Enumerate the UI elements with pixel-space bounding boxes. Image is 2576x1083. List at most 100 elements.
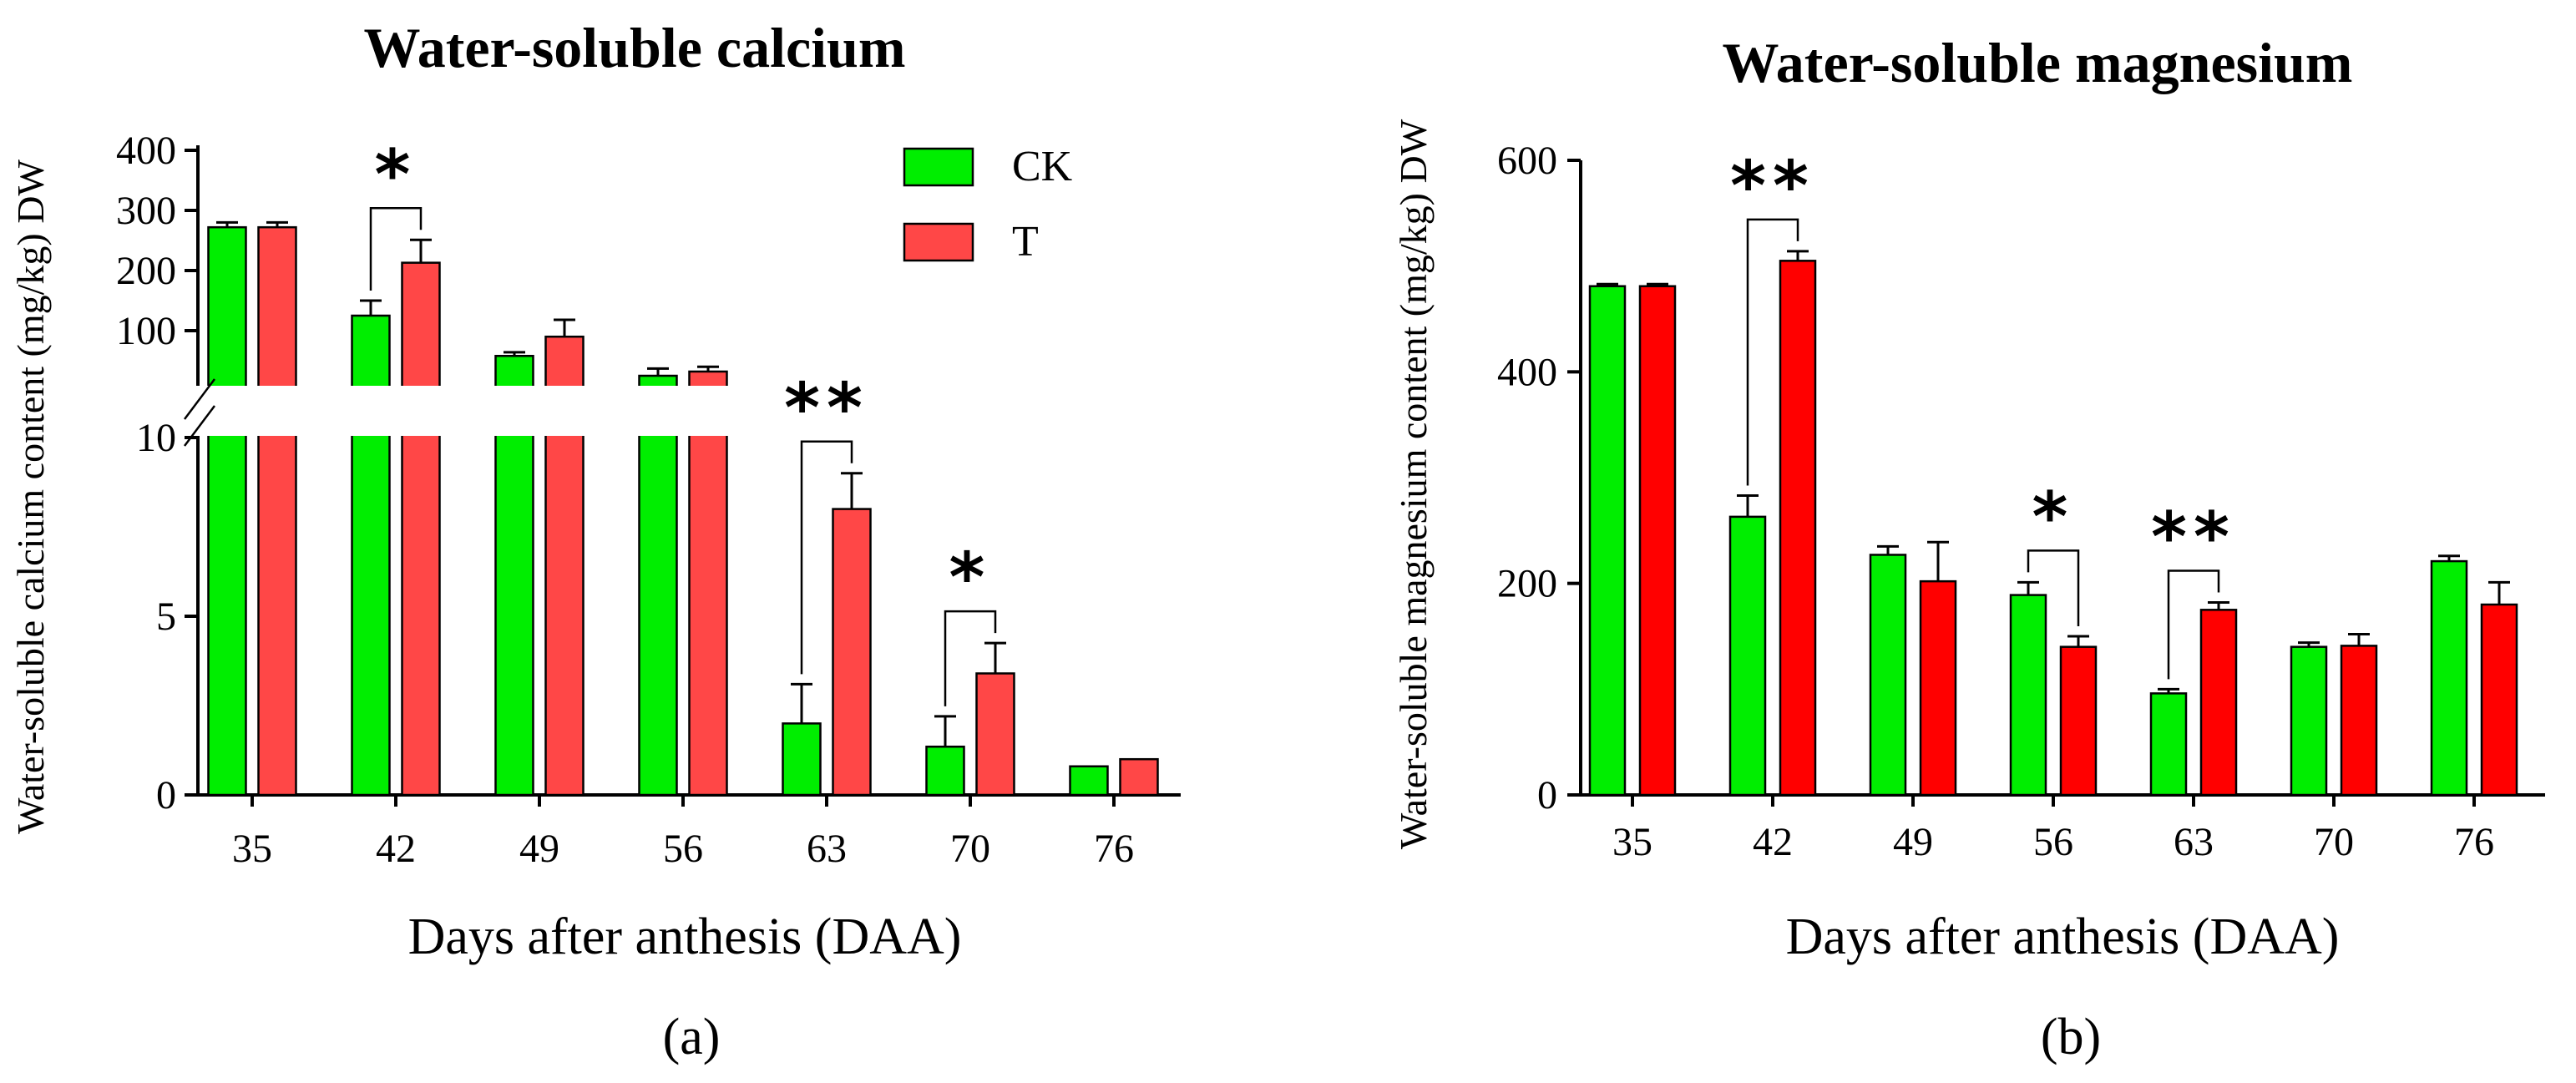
chart-b-bar-t xyxy=(2340,645,2378,797)
chart-b-panel-label: (b) xyxy=(2041,1009,2101,1065)
chart-a-errorbar xyxy=(841,472,863,509)
chart-a-axis-break-mark xyxy=(184,405,215,447)
chart-a-bar-t xyxy=(401,261,441,797)
chart-a-significance-bracket: * xyxy=(369,135,423,291)
legend-swatch-ck xyxy=(903,147,974,187)
chart-a-errorbar xyxy=(360,299,382,316)
chart-b-significance-bracket: ** xyxy=(1730,147,1815,486)
chart-b-significance-line xyxy=(2167,569,2220,680)
chart-b-significance-label: ** xyxy=(1730,147,1815,226)
chart-a-significance-line xyxy=(944,610,997,706)
chart-a-axis-break-gap xyxy=(191,386,1184,436)
chart-b-ytick-label: 0 xyxy=(1537,773,1557,817)
chart-a-xtick-label: 70 xyxy=(950,827,990,871)
chart-a-significance-bracket: * xyxy=(944,539,997,706)
chart-b-xtick-label: 35 xyxy=(1612,820,1652,864)
chart-b-xtick-label: 76 xyxy=(2454,820,2494,864)
legend: CK T xyxy=(903,143,1073,266)
chart-a-ylabel: Water-soluble calcium content (mg/kg) DW xyxy=(9,159,52,834)
chart-a-bar-t xyxy=(257,225,297,797)
chart-a-xtick-label: 42 xyxy=(376,827,416,871)
chart-b-errorbar xyxy=(1877,544,1899,555)
chart-b-xtick-label: 42 xyxy=(1753,820,1793,864)
legend-label-t: T xyxy=(1012,218,1039,266)
chart-b-ytick-label: 600 xyxy=(1497,139,1557,183)
chart-b-errorbar xyxy=(2488,580,2510,605)
chart-b-xtick-label: 56 xyxy=(2033,820,2073,864)
chart-b-ytick-label: 400 xyxy=(1497,350,1557,394)
chart-b-bar-ck xyxy=(1869,554,1907,797)
chart-b-bar-ck xyxy=(1728,515,1767,797)
chart-a-title: Water-soluble calcium xyxy=(363,16,905,79)
chart-a-bar-ck xyxy=(925,745,965,797)
chart-a-significance-label: * xyxy=(949,539,992,618)
chart-b-bar-ck xyxy=(2430,559,2468,797)
chart-a-bar-t xyxy=(975,672,1015,797)
chart-b-errorbar xyxy=(1597,282,1618,286)
chart-b-errorbar xyxy=(2017,580,2039,595)
chart-b-bar-t xyxy=(1919,579,1957,797)
chart-b-bar-t xyxy=(1638,285,1677,797)
chart-a-ytick-label: 5 xyxy=(156,595,176,639)
chart-a-panel-label: (a) xyxy=(663,1009,721,1065)
chart-a-significance-line xyxy=(369,207,423,291)
chart-a-ytick-label: 10 xyxy=(136,416,176,460)
chart-a-bar-t xyxy=(1119,757,1159,797)
chart-b-bar-ck xyxy=(2149,692,2188,797)
chart-a-errorbar xyxy=(697,365,719,372)
chart-b-significance-bracket: * xyxy=(2027,478,2080,626)
chart-b-significance-label: * xyxy=(2032,478,2075,557)
chart-b-errorbar xyxy=(2298,641,2320,647)
chart-a-bar-t xyxy=(832,508,872,797)
chart-b-bar-t xyxy=(2199,609,2238,797)
chart-b-xtick-label: 70 xyxy=(2314,820,2354,864)
chart-a-errorbar xyxy=(984,641,1006,674)
chart-b-errorbar xyxy=(2067,635,2089,647)
chart-a-ytick-label: 100 xyxy=(116,309,176,353)
chart-a-xtick-label: 56 xyxy=(663,827,703,871)
chart-a-xtick-label: 63 xyxy=(807,827,847,871)
chart-b-significance-line xyxy=(1746,218,1799,486)
chart-b-errorbar xyxy=(2208,600,2229,610)
chart-b-xtick-label: 49 xyxy=(1893,820,1933,864)
chart-b-bar-t xyxy=(2480,603,2518,797)
chart-a-errorbar xyxy=(647,367,669,376)
chart-a-bar-ck xyxy=(638,374,678,797)
chart-a-errorbar xyxy=(410,238,432,263)
chart-b-errorbar xyxy=(2438,554,2460,562)
chart-b-errorbar xyxy=(1927,540,1949,582)
chart-a-xtick-label: 35 xyxy=(232,827,272,871)
chart-b-errorbar xyxy=(2158,687,2179,694)
legend-label-ck: CK xyxy=(1012,143,1073,190)
chart-a-significance-bracket: ** xyxy=(784,369,869,675)
chart-a-xlabel: Days after anthesis (DAA) xyxy=(408,908,962,965)
chart-a-ytick-label: 400 xyxy=(116,129,176,173)
chart-b-xlabel: Days after anthesis (DAA) xyxy=(1786,908,2340,965)
chart-a-errorbar xyxy=(791,682,812,724)
chart-b-bar-ck xyxy=(2009,594,2047,797)
chart-b-bar-ck xyxy=(2290,645,2328,797)
chart-b-bar-t xyxy=(2059,645,2098,797)
chart-a-errorbar xyxy=(504,351,525,357)
chart-b-significance-line xyxy=(2027,549,2080,626)
chart-b-ytick-label: 200 xyxy=(1497,562,1557,606)
chart-b-significance-label: ** xyxy=(2151,498,2236,577)
chart-a-errorbar xyxy=(216,220,238,228)
chart-b-significance-bracket: ** xyxy=(2151,498,2236,680)
chart-b-errorbar xyxy=(1787,250,1809,261)
chart-b-errorbar xyxy=(1737,494,1759,517)
chart-a-errorbar xyxy=(266,220,288,228)
chart-a-bar-ck xyxy=(1069,765,1109,797)
chart-a-ytick-label: 300 xyxy=(116,189,176,233)
chart-a-bar-ck xyxy=(207,225,247,797)
chart-a-axis-break-mark xyxy=(184,378,215,420)
chart-a-errorbar xyxy=(934,715,956,747)
chart-a-xtick-label: 76 xyxy=(1094,827,1134,871)
chart-b-errorbar xyxy=(1647,282,1668,286)
chart-b-ylabel: Water-soluble magnesium content (mg/kg) … xyxy=(1392,119,1435,849)
chart-a-ytick-label: 200 xyxy=(116,249,176,293)
chart-a-significance-label: ** xyxy=(784,369,869,448)
